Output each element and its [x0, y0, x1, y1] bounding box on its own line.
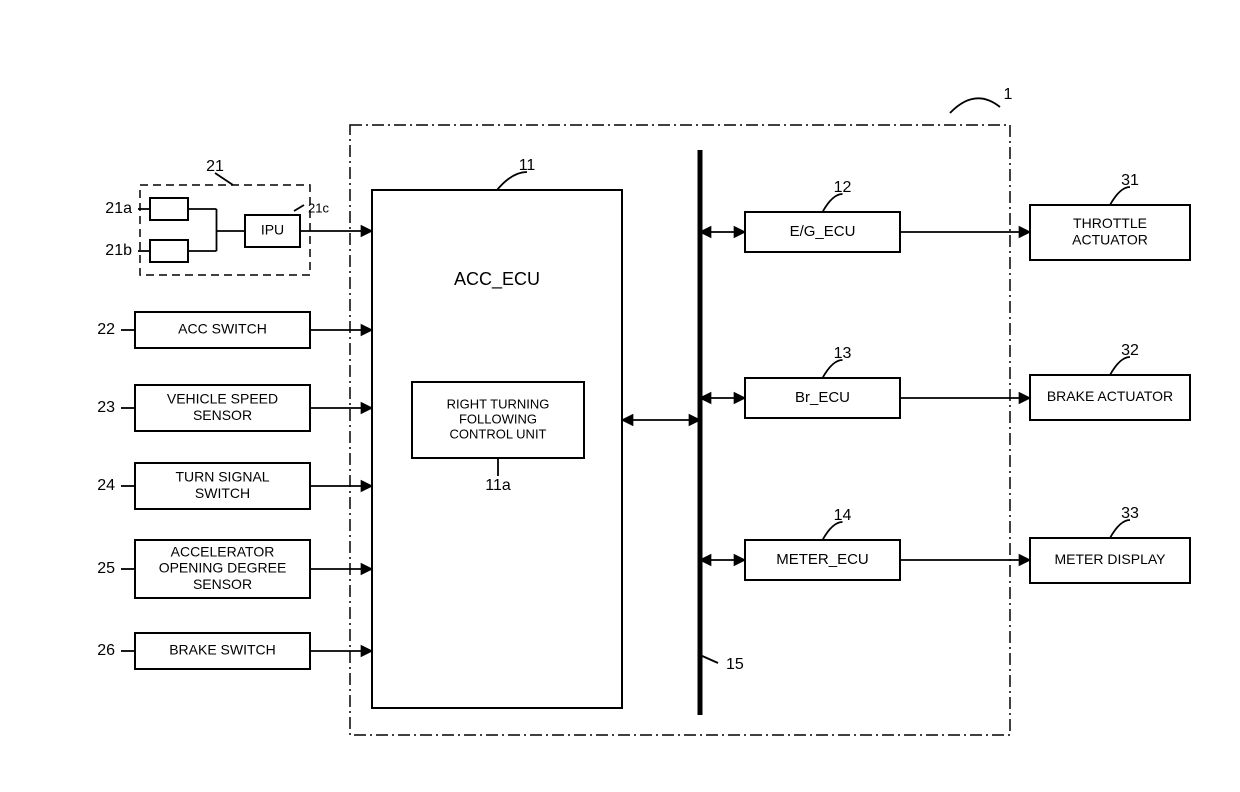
input-label-26: BRAKE SWITCH	[169, 642, 276, 658]
right-turning-label: FOLLOWING	[459, 411, 537, 426]
right-turning-label: RIGHT TURNING	[447, 396, 550, 411]
ref-24: 24	[97, 477, 115, 494]
ref-21c: 21c	[308, 200, 329, 215]
ecu-label-14: METER_ECU	[776, 551, 869, 568]
ecu-label-13: Br_ECU	[795, 389, 850, 406]
ref-33: 33	[1121, 505, 1139, 522]
input-label-24: TURN SIGNAL	[175, 469, 269, 485]
ref-26: 26	[97, 642, 115, 659]
acc-ecu-label: ACC_ECU	[454, 269, 540, 290]
leader-14	[823, 522, 843, 540]
ref-21b: 21b	[105, 242, 132, 259]
leader-21c	[294, 205, 304, 211]
leader-31	[1110, 187, 1130, 205]
leader-11	[497, 172, 527, 190]
camera-b	[150, 240, 188, 262]
ref-22: 22	[97, 321, 115, 338]
actuator-label-33: METER DISPLAY	[1055, 551, 1167, 567]
input-label-22: ACC SWITCH	[178, 321, 267, 337]
input-label-25: OPENING DEGREE	[159, 560, 287, 576]
leader-1	[950, 98, 1000, 113]
ipu-label: IPU	[261, 222, 284, 238]
actuator-label-31: THROTTLE	[1073, 215, 1147, 231]
ref-15: 15	[726, 656, 744, 673]
leader-13	[823, 360, 843, 378]
input-label-25: ACCELERATOR	[171, 544, 275, 560]
leader-12	[823, 194, 843, 212]
input-label-24: SWITCH	[195, 485, 250, 501]
ref-31: 31	[1121, 172, 1139, 189]
leader-15	[700, 655, 718, 663]
actuator-label-32: BRAKE ACTUATOR	[1047, 388, 1173, 404]
actuator-label-31: ACTUATOR	[1072, 231, 1148, 247]
camera-a	[150, 198, 188, 220]
ref-1: 1	[1004, 86, 1013, 103]
right-turning-label: CONTROL UNIT	[449, 426, 546, 441]
ref-11a: 11a	[485, 477, 511, 494]
ref-12: 12	[834, 179, 852, 196]
leader-21	[215, 173, 233, 185]
block-diagram: 12121a21bIPU21cACC_ECU11RIGHT TURNINGFOL…	[0, 0, 1240, 792]
ref-21a: 21a	[105, 200, 132, 217]
leader-32	[1110, 357, 1130, 375]
input-label-23: SENSOR	[193, 407, 252, 423]
leader-33	[1110, 520, 1130, 538]
ref-14: 14	[834, 507, 852, 524]
ecu-label-12: E/G_ECU	[790, 223, 856, 240]
ref-25: 25	[97, 560, 115, 577]
input-label-23: VEHICLE SPEED	[167, 391, 278, 407]
ref-32: 32	[1121, 342, 1139, 359]
ref-23: 23	[97, 399, 115, 416]
ref-13: 13	[834, 345, 852, 362]
input-label-25: SENSOR	[193, 576, 252, 592]
ref-11: 11	[519, 157, 536, 174]
ref-21: 21	[206, 158, 224, 175]
